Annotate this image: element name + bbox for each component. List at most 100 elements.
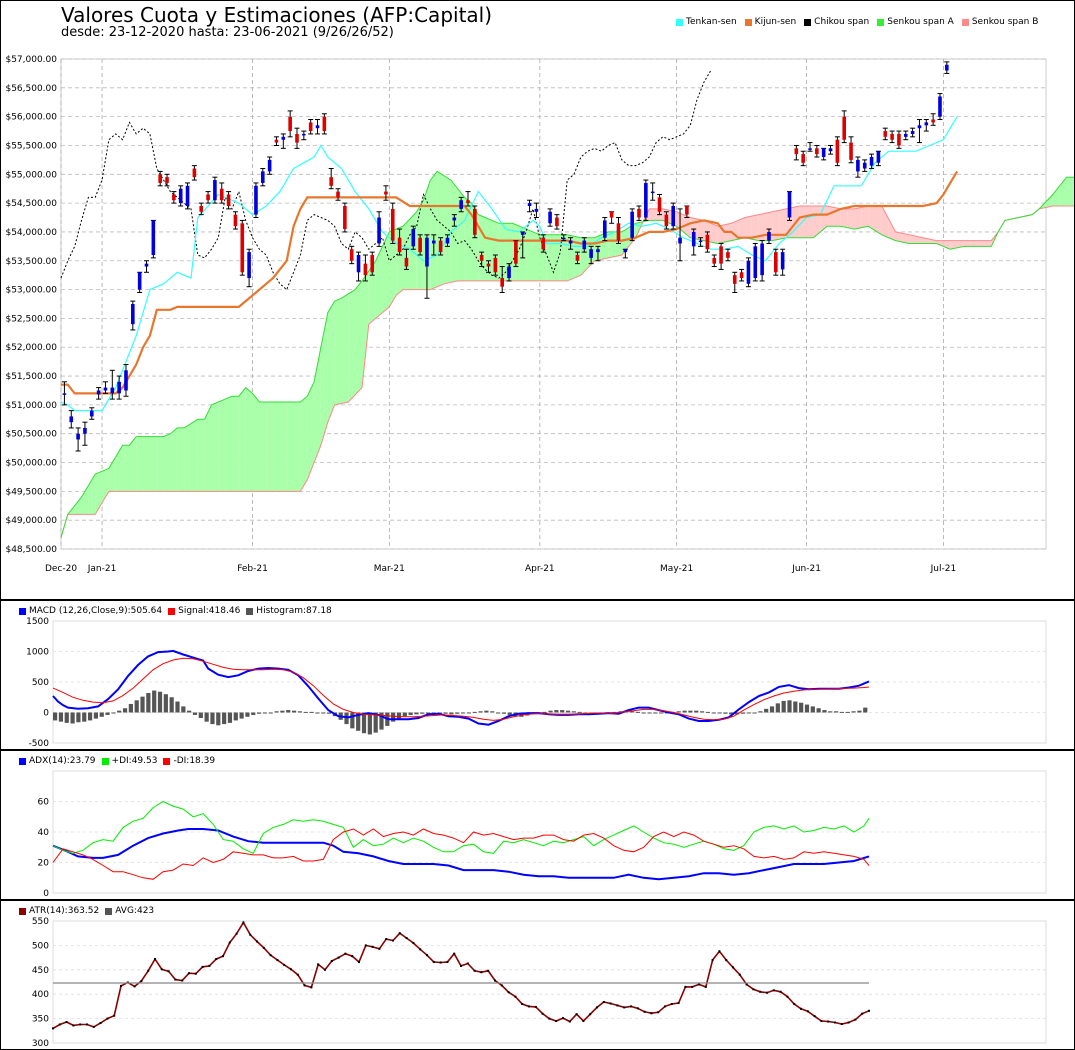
histogram-bar: [53, 712, 58, 721]
histogram-bar: [810, 706, 815, 713]
histogram-bar: [501, 712, 506, 714]
atr-point: [834, 1021, 836, 1024]
atr-point: [596, 1006, 598, 1009]
legend-swatch: [877, 18, 885, 26]
atr-point: [52, 1027, 54, 1030]
candle-body: [226, 194, 231, 206]
histogram-bar: [676, 711, 681, 713]
atr-legend: ATR(14):363.52 AVG:423: [19, 906, 154, 916]
histogram-bar: [612, 711, 617, 713]
candle: [376, 211, 382, 247]
candle-body: [322, 116, 327, 132]
histogram-bar: [426, 712, 431, 714]
candle-body: [473, 208, 477, 235]
y-tick-label: $50,500.00: [5, 430, 57, 440]
atr-point: [358, 960, 360, 963]
atr-point: [718, 950, 721, 953]
macd-legend-item: Histogram:87.18: [246, 606, 332, 616]
atr-point: [330, 960, 333, 963]
candle: [75, 427, 81, 452]
histogram-bar: [210, 712, 215, 725]
candle-body: [732, 275, 737, 284]
y-tick-label: $56,000.00: [5, 113, 57, 123]
histogram-bar: [734, 712, 740, 715]
histogram-bar: [764, 708, 769, 713]
adx-chart: 0 20 40 60: [38, 770, 1047, 899]
atr-point: [201, 965, 204, 968]
legend-swatch: [168, 607, 176, 615]
histogram-bar: [245, 712, 250, 717]
legend-label: Tenkan-sen: [686, 17, 737, 27]
histogram-bar: [134, 700, 139, 713]
candle-body: [96, 390, 101, 395]
candle-body: [308, 122, 313, 132]
candle: [732, 271, 738, 293]
legend-label: AVG:423: [115, 906, 155, 916]
histogram-bar: [128, 703, 133, 713]
atr-point: [759, 990, 762, 993]
candle-body: [596, 249, 600, 253]
x-tick-label: Jun-21: [791, 564, 821, 574]
legend-swatch: [676, 18, 683, 26]
candle: [609, 211, 615, 224]
cloud-segment: [348, 289, 356, 402]
candle: [698, 237, 704, 247]
atr-point: [419, 948, 422, 951]
y-tick-label: 60: [38, 798, 50, 808]
macd-legend-item: MACD (12,26,Close,9):505.64: [19, 606, 162, 616]
candle: [704, 231, 710, 253]
candle: [171, 191, 177, 204]
cloud-segment: [74, 497, 82, 515]
y-tick-label: $57,000.00: [5, 55, 57, 65]
histogram-bar: [187, 710, 192, 713]
candle-body: [158, 174, 162, 183]
ichimoku-chart: $48,500.00 $49,000.00 $49,500.00 $50,000.00…: [5, 55, 1074, 574]
candle: [451, 214, 457, 227]
legend-swatch: [19, 907, 26, 915]
histogram-bar: [641, 712, 646, 714]
atr-point: [609, 1002, 612, 1005]
atr-point: [290, 968, 292, 971]
histogram-bar: [839, 711, 845, 713]
histogram-bar: [705, 711, 710, 713]
y-tick-label: -500: [29, 739, 50, 749]
candle: [670, 202, 676, 230]
candle-body: [274, 139, 279, 143]
candle-body: [233, 214, 238, 227]
atr-point: [813, 1015, 816, 1018]
atr-point: [256, 940, 258, 943]
y-tick-label: $55,500.00: [5, 141, 57, 151]
legend-label: Signal:418.46: [178, 606, 241, 616]
cloud-segment: [430, 171, 438, 290]
atr-point: [269, 954, 272, 957]
candle-body: [903, 133, 908, 137]
cloud-segment: [286, 402, 294, 492]
candle: [834, 136, 840, 167]
atr-point: [684, 985, 687, 988]
plot-area: [52, 620, 1047, 744]
legend-swatch: [246, 607, 254, 615]
candle: [232, 211, 238, 230]
candle: [315, 119, 321, 135]
cloud-segment: [293, 402, 301, 492]
histogram-bar: [816, 708, 821, 713]
candle: [137, 271, 143, 293]
atr-point: [378, 947, 381, 950]
candle: [643, 179, 649, 221]
candle-body: [787, 191, 792, 218]
cloud-segment: [163, 433, 171, 492]
candle: [725, 248, 731, 262]
cloud-segment: [806, 206, 814, 238]
candle-body: [719, 246, 723, 264]
kijun-line: [61, 170, 959, 395]
price-legend-item: Chikou span: [804, 17, 869, 27]
candle: [615, 217, 621, 244]
legend-label: MACD (12,26,Close,9):505.64: [29, 606, 163, 616]
cloud-segment: [88, 474, 96, 515]
histogram-bar: [117, 710, 122, 713]
cloud-segment: [149, 436, 157, 492]
cloud-segment: [437, 171, 445, 287]
cloud-segment: [957, 240, 964, 248]
histogram-bar: [111, 712, 116, 714]
atr-point: [847, 1021, 850, 1024]
